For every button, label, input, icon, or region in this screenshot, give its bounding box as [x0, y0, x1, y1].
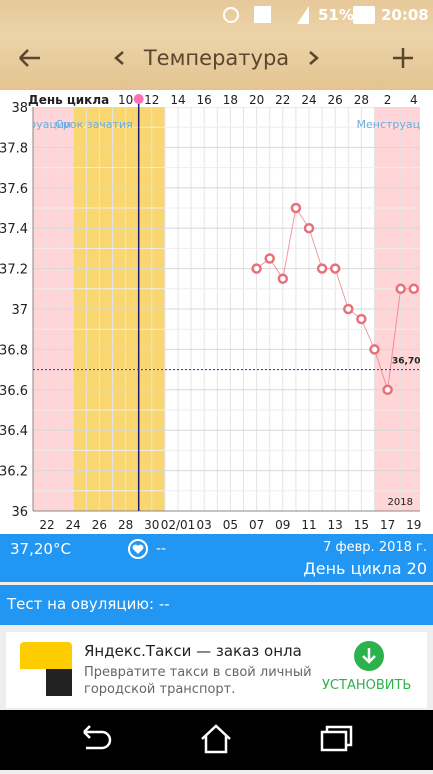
x-tick-label: 15: [354, 518, 369, 532]
temperature-point: [397, 285, 405, 293]
h-icon: [254, 6, 271, 23]
x-tick-label: 02/01: [161, 518, 196, 532]
install-icon: [353, 640, 385, 672]
temperature-point: [371, 345, 379, 353]
temperature-point: [305, 224, 313, 232]
cycle-day-label: 14: [170, 93, 185, 107]
ovulation-test: Тест на овуляцию: --: [7, 595, 170, 613]
app-bar: 51% 20:08 Температура: [0, 0, 433, 90]
ad-text: Превратите такси в свой личный городской…: [84, 664, 314, 698]
ad-banner[interactable]: Яндекс.Такси — заказ онла Превратите так…: [6, 632, 427, 708]
ad-logo: [20, 642, 72, 696]
navigation-bar: [0, 710, 433, 770]
cycle-day-label: 12: [144, 93, 159, 107]
cycle-day-label: 26: [328, 93, 343, 107]
y-tick-label: 36.8: [0, 343, 28, 358]
screen-title: Температура: [0, 46, 433, 70]
temperature-point: [331, 265, 339, 273]
x-tick-label: 11: [301, 518, 316, 532]
ad-title: Яндекс.Такси — заказ онла: [84, 642, 334, 660]
icons: [0, 0, 433, 90]
battery-level: 51%: [318, 6, 354, 24]
temperature-point: [384, 386, 392, 394]
heart-value: --: [156, 541, 166, 557]
cycle-day-label: 22: [275, 93, 290, 107]
year-label: 2018: [388, 497, 413, 508]
y-tick-label: 37.8: [0, 141, 28, 156]
x-tick-label: 24: [66, 518, 81, 532]
temperature-point: [253, 265, 261, 273]
signal-icon: [297, 6, 309, 24]
y-tick-label: 36.4: [0, 424, 28, 439]
y-tick-label: 36.2: [0, 465, 28, 480]
ovulation-dot: [134, 94, 144, 104]
nav-back[interactable]: [84, 726, 110, 748]
x-tick-label: 05: [223, 518, 238, 532]
nav-recent[interactable]: [322, 727, 351, 750]
x-tick-label: 07: [249, 518, 264, 532]
battery-icon: [353, 6, 375, 24]
x-tick-label: 19: [406, 518, 421, 532]
temperature-point: [357, 315, 365, 323]
temperature-point: [344, 305, 352, 313]
x-tick-label: 17: [380, 518, 395, 532]
ovulation-test-bar[interactable]: Тест на овуляцию: --: [0, 585, 433, 625]
x-tick-label: 26: [92, 518, 107, 532]
x-tick-label: 09: [275, 518, 290, 532]
install-button[interactable]: УСТАНОВИТЬ: [322, 678, 411, 693]
cycle-day-label: 28: [354, 93, 369, 107]
temperature-point: [292, 204, 300, 212]
heart-icon[interactable]: [127, 538, 149, 560]
x-tick-label: 28: [118, 518, 133, 532]
x-tick-label: 13: [328, 518, 343, 532]
temperature-point: [279, 275, 287, 283]
x-tick-label: 03: [197, 518, 212, 532]
y-tick-label: 37: [11, 303, 28, 318]
temperature-point: [266, 255, 274, 263]
cycle-day: День цикла 20: [303, 559, 427, 578]
temperature: 37,20°C: [10, 540, 71, 558]
nav-icons: [0, 710, 433, 770]
x-tick-label: 22: [39, 518, 54, 532]
cycle-day-label: 16: [197, 93, 212, 107]
cycle-day-label: 20: [249, 93, 264, 107]
cycle-day-label: 4: [410, 93, 418, 107]
y-tick-label: 37.2: [0, 263, 28, 278]
cycle-day-label: 24: [301, 93, 316, 107]
logo-part: [46, 669, 72, 696]
nav-home[interactable]: [202, 726, 230, 752]
y-tick-label: 38: [11, 101, 28, 116]
logo-part: [20, 669, 46, 696]
temperature-point: [318, 265, 326, 273]
clock: 20:08: [381, 6, 429, 24]
y-tick-label: 36: [11, 505, 28, 520]
band-label: Срок зачатия: [55, 118, 133, 131]
coverline-label: 36,70: [392, 357, 420, 367]
top-axis-title: День цикла: [28, 93, 109, 107]
info-bar: 37,20°C -- 7 февр. 2018 г. День цикла 20: [0, 534, 433, 582]
cycle-day-label: 2: [384, 93, 392, 107]
y-tick-label: 37.4: [0, 222, 28, 237]
temperature-point: [410, 285, 418, 293]
date: 7 февр. 2018 г.: [323, 540, 427, 555]
cycle-day-label: 18: [223, 93, 238, 107]
alarm-icon: [224, 8, 238, 22]
y-tick-label: 37.6: [0, 182, 28, 197]
y-tick-label: 36.6: [0, 384, 28, 399]
x-tick-label: 30: [144, 518, 159, 532]
cycle-day-label: 10: [118, 93, 133, 107]
